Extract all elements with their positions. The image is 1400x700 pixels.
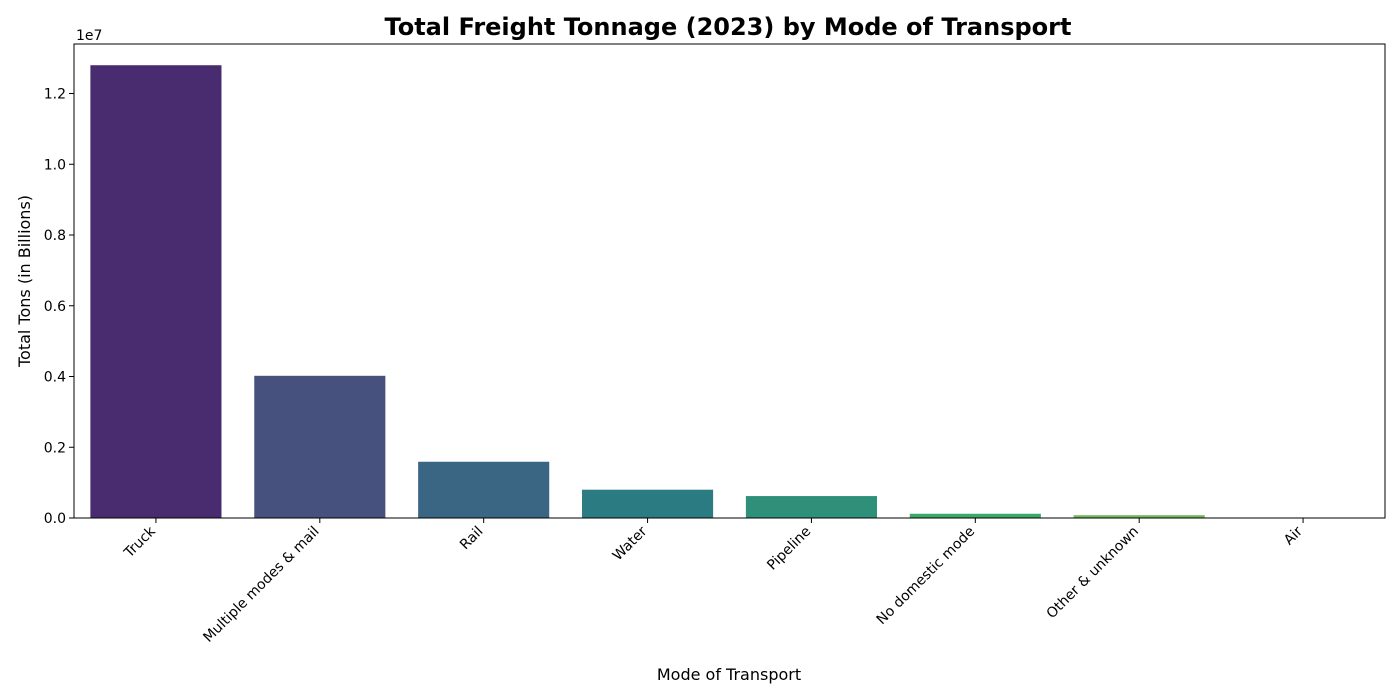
bar xyxy=(909,513,1041,518)
bar xyxy=(582,489,714,518)
bar xyxy=(418,461,550,518)
bar xyxy=(90,65,222,518)
x-tick-label: Pipeline xyxy=(764,524,814,574)
bar xyxy=(745,496,877,518)
x-tick-label: Water xyxy=(610,523,651,564)
x-tick-label: Truck xyxy=(121,523,160,562)
x-tick-label: No domestic mode xyxy=(874,524,978,628)
bar xyxy=(254,375,386,518)
bars xyxy=(90,65,1369,518)
y-axis: 0.0 0.2 0.4 0.6 0.8 1.0 1.2 xyxy=(44,87,74,527)
y-axis-label: Total Tons (in Billions) xyxy=(15,195,34,368)
x-tick-label: Multiple modes & mail xyxy=(200,524,322,646)
x-tick-label: Rail xyxy=(457,524,487,554)
y-tick-label: 0.2 xyxy=(44,440,66,456)
bar xyxy=(1073,515,1205,518)
y-tick-label: 0.8 xyxy=(44,228,66,244)
y-tick-label: 1.0 xyxy=(44,157,66,173)
y-tick-label: 0.4 xyxy=(44,370,66,386)
x-axis-label: Mode of Transport xyxy=(657,665,801,684)
x-axis: Truck Multiple modes & mail Rail Water Pipel… xyxy=(121,518,1306,646)
plot-frame xyxy=(73,43,1386,519)
chart-title: Total Freight Tonnage (2023) by Mode of … xyxy=(385,13,1072,41)
y-tick-label: 1.2 xyxy=(44,87,66,103)
y-offset-label: 1e7 xyxy=(76,28,102,44)
y-tick-label: 0.0 xyxy=(44,511,66,527)
x-tick-label: Other & unknown xyxy=(1044,524,1142,622)
y-tick-label: 0.6 xyxy=(44,299,66,315)
x-tick-label: Air xyxy=(1281,523,1306,548)
